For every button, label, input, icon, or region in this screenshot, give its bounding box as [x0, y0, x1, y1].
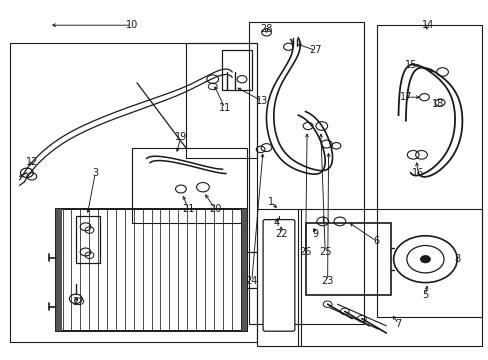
Text: 10: 10: [125, 20, 138, 30]
Circle shape: [420, 256, 429, 263]
Bar: [185, 43, 256, 158]
Text: 17: 17: [399, 92, 411, 102]
Text: 8: 8: [453, 254, 459, 264]
Text: 18: 18: [430, 99, 443, 109]
Bar: [10, 43, 256, 342]
Bar: [56, 209, 62, 331]
Bar: [56, 209, 246, 331]
Text: 14: 14: [421, 20, 433, 30]
Text: 19: 19: [174, 132, 187, 142]
Text: 9: 9: [312, 229, 318, 239]
Text: 25: 25: [318, 247, 331, 257]
Text: 2: 2: [73, 297, 79, 307]
Bar: [76, 216, 100, 263]
Text: 23: 23: [321, 276, 333, 286]
Bar: [305, 223, 390, 295]
Bar: [132, 148, 246, 223]
Bar: [256, 209, 300, 346]
Text: 20: 20: [208, 204, 221, 214]
Bar: [376, 25, 481, 317]
Text: 26: 26: [299, 247, 311, 257]
Text: 12: 12: [25, 157, 38, 167]
Bar: [249, 22, 364, 324]
Text: 5: 5: [422, 290, 427, 300]
Bar: [241, 209, 246, 331]
Text: 13: 13: [255, 96, 267, 106]
Text: 6: 6: [373, 236, 379, 246]
Text: 11: 11: [218, 103, 231, 113]
FancyBboxPatch shape: [263, 220, 294, 331]
Text: 1: 1: [268, 197, 274, 207]
Text: 7: 7: [395, 319, 401, 329]
Text: 24: 24: [245, 276, 258, 286]
Text: 27: 27: [308, 45, 321, 55]
Bar: [298, 209, 481, 346]
Text: 15: 15: [404, 60, 416, 70]
Text: 16: 16: [411, 168, 424, 178]
Text: 4: 4: [273, 218, 279, 228]
Bar: [222, 50, 251, 90]
Text: 22: 22: [274, 229, 287, 239]
Text: 28: 28: [260, 24, 272, 34]
Text: 21: 21: [182, 204, 194, 214]
Text: 3: 3: [92, 168, 98, 178]
